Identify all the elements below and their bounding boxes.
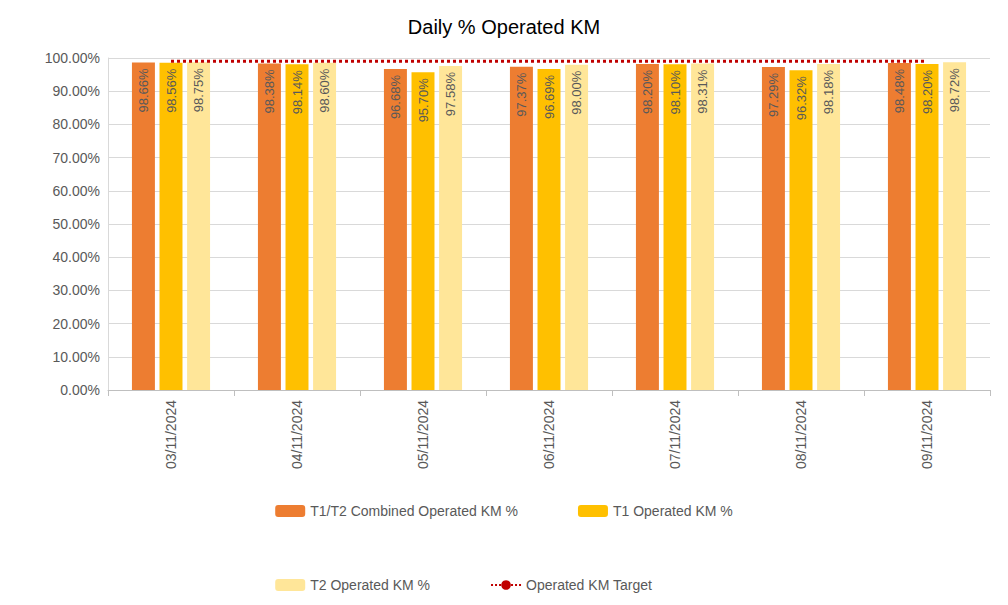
svg-text:T1 Operated KM %: T1 Operated KM % xyxy=(613,503,733,519)
svg-text:98.38%: 98.38% xyxy=(262,69,277,114)
svg-text:40.00%: 40.00% xyxy=(53,249,100,265)
svg-text:98.48%: 98.48% xyxy=(892,69,907,114)
svg-text:96.68%: 96.68% xyxy=(388,75,403,120)
svg-text:Operated KM Target: Operated KM Target xyxy=(526,577,652,593)
svg-text:98.60%: 98.60% xyxy=(317,68,332,113)
svg-text:97.37%: 97.37% xyxy=(514,72,529,117)
svg-text:70.00%: 70.00% xyxy=(53,150,100,166)
svg-text:98.20%: 98.20% xyxy=(920,70,935,115)
svg-text:04/11/2024: 04/11/2024 xyxy=(289,400,305,469)
svg-text:08/11/2024: 08/11/2024 xyxy=(793,400,809,469)
svg-text:Daily % Operated KM: Daily % Operated KM xyxy=(408,16,600,38)
svg-text:98.00%: 98.00% xyxy=(569,70,584,115)
svg-text:98.56%: 98.56% xyxy=(164,68,179,113)
svg-text:30.00%: 30.00% xyxy=(53,282,100,298)
svg-text:T1/T2 Combined Operated KM %: T1/T2 Combined Operated KM % xyxy=(310,503,518,519)
svg-text:90.00%: 90.00% xyxy=(53,83,100,99)
svg-text:T2 Operated KM %: T2 Operated KM % xyxy=(310,577,430,593)
svg-text:80.00%: 80.00% xyxy=(53,116,100,132)
svg-text:07/11/2024: 07/11/2024 xyxy=(667,400,683,469)
svg-text:05/11/2024: 05/11/2024 xyxy=(415,400,431,469)
svg-text:50.00%: 50.00% xyxy=(53,216,100,232)
svg-text:06/11/2024: 06/11/2024 xyxy=(541,400,557,469)
svg-text:96.69%: 96.69% xyxy=(542,75,557,120)
svg-text:97.58%: 97.58% xyxy=(443,72,458,117)
svg-text:98.72%: 98.72% xyxy=(947,68,962,113)
svg-text:0.00%: 0.00% xyxy=(60,382,100,398)
svg-text:20.00%: 20.00% xyxy=(53,316,100,332)
svg-text:100.00%: 100.00% xyxy=(45,50,100,66)
svg-text:09/11/2024: 09/11/2024 xyxy=(919,400,935,469)
svg-text:98.20%: 98.20% xyxy=(640,70,655,115)
svg-text:96.32%: 96.32% xyxy=(794,76,809,121)
svg-text:98.75%: 98.75% xyxy=(191,68,206,113)
svg-text:95.70%: 95.70% xyxy=(416,78,431,123)
svg-text:97.29%: 97.29% xyxy=(766,73,781,118)
svg-text:60.00%: 60.00% xyxy=(53,183,100,199)
svg-text:98.66%: 98.66% xyxy=(136,68,151,113)
svg-text:98.31%: 98.31% xyxy=(695,69,710,114)
svg-text:98.14%: 98.14% xyxy=(290,70,305,115)
svg-text:03/11/2024: 03/11/2024 xyxy=(163,400,179,469)
svg-text:98.10%: 98.10% xyxy=(668,70,683,115)
svg-text:98.18%: 98.18% xyxy=(821,70,836,115)
svg-text:10.00%: 10.00% xyxy=(53,349,100,365)
